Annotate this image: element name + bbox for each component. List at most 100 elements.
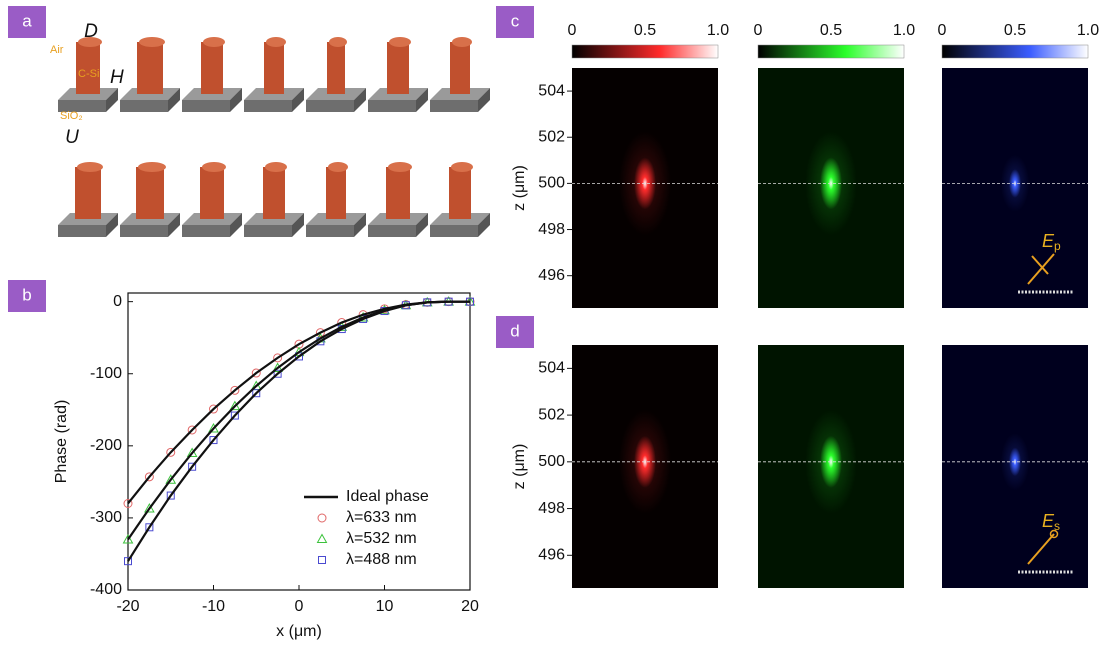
y-tick-label: 502 (538, 406, 565, 423)
y-tick-label: 502 (538, 128, 565, 145)
legend-swatch (318, 556, 326, 564)
colorbar-tick-label: 0 (754, 22, 763, 39)
colorbar-tick-label: 0.5 (1004, 22, 1026, 39)
substrate-side (306, 100, 354, 112)
pillar (201, 42, 223, 94)
panel-labels: a b c d (8, 6, 534, 348)
label-box (496, 6, 534, 38)
marker (166, 447, 176, 457)
substrate-end (292, 88, 304, 112)
panel-label: b (22, 285, 31, 304)
pillar-top (389, 37, 411, 47)
marker (230, 411, 239, 420)
subscript: p (1054, 239, 1061, 253)
dim-label: D (84, 21, 98, 42)
polarization-label: Es (1042, 511, 1060, 533)
marker (209, 404, 218, 414)
y-tick-label: 496 (538, 547, 565, 564)
legend-label: λ=532 nm (346, 530, 417, 547)
y-axis-label: Phase (rad) (53, 400, 70, 484)
legend-label: λ=488 nm (346, 551, 417, 568)
marker (124, 557, 132, 566)
pillar (137, 42, 163, 94)
ideal-line (127, 300, 470, 505)
marker (252, 389, 261, 398)
label-box (496, 316, 534, 348)
pillar (449, 167, 471, 219)
marker (122, 534, 134, 544)
panel-label: c (511, 11, 520, 30)
x-tick-label: -10 (202, 598, 225, 615)
colorbar-tick-label: 0.5 (820, 22, 842, 39)
pillar (386, 167, 410, 219)
y-tick-label: -100 (90, 365, 122, 382)
marker (229, 400, 241, 411)
x-axis-label: x (μm) (276, 623, 322, 640)
substrate-end (478, 88, 490, 112)
y-tick-label: 498 (538, 221, 565, 238)
pillar-top (328, 162, 348, 172)
substrate-side (306, 225, 354, 237)
marker (230, 385, 240, 395)
field-arrow (1031, 255, 1049, 275)
pillar-top (266, 37, 286, 47)
pillar (326, 167, 346, 219)
marker (145, 523, 154, 532)
pillar-top (265, 162, 287, 172)
substrate-end (168, 213, 180, 237)
marker (123, 498, 133, 508)
colorbar (941, 44, 1089, 59)
marker (166, 491, 175, 500)
y-tick-label: 496 (538, 267, 565, 284)
substrate-end (354, 213, 366, 237)
substrate-end (106, 213, 118, 237)
colorbar-tick-label: 1.0 (893, 22, 915, 39)
substrate-end (168, 88, 180, 112)
colorbar-tick-label: 0 (938, 22, 947, 39)
y-tick-label: 498 (538, 500, 565, 517)
pillar (264, 42, 284, 94)
colorbar (571, 44, 719, 59)
legend-label: λ=633 nm (346, 509, 417, 526)
y-tick-label: -200 (90, 437, 122, 454)
dim-label: U (65, 127, 79, 148)
substrate-side (368, 225, 416, 237)
pillar (76, 42, 100, 94)
substrate-end (478, 213, 490, 237)
colorbar-tick-label: 0.5 (634, 22, 656, 39)
pillar (200, 167, 224, 219)
label-box (8, 280, 46, 312)
substrate-side (244, 225, 292, 237)
colorbar-tick-label: 1.0 (707, 22, 729, 39)
symbol: E (1042, 511, 1055, 531)
x-tick-label: 10 (376, 598, 394, 615)
substrate-side (182, 225, 230, 237)
y-tick-label: 0 (113, 293, 122, 310)
dim-label: H (110, 67, 124, 88)
subscript: s (1054, 519, 1060, 533)
legend-swatch (317, 513, 327, 523)
marker (315, 328, 325, 338)
x-tick-label: -20 (116, 598, 139, 615)
y-tick-label: -300 (90, 509, 122, 526)
y-tick-label: 504 (538, 82, 565, 99)
substrate-end (416, 88, 428, 112)
marker (209, 436, 218, 445)
substrate-side (430, 100, 478, 112)
y-tick-label: 500 (538, 453, 565, 470)
pillar-top (451, 162, 473, 172)
beam (1027, 533, 1055, 565)
marker (165, 474, 177, 484)
substrate-end (230, 213, 242, 237)
pillar-top (452, 37, 472, 47)
pillar-top (203, 37, 225, 47)
substrate-side (182, 100, 230, 112)
material-label: SiO₂ (60, 110, 83, 122)
pillar (450, 42, 470, 94)
substrate-side (120, 225, 168, 237)
marker (144, 472, 154, 482)
pillar-top (138, 162, 166, 172)
symbol: E (1042, 231, 1055, 251)
